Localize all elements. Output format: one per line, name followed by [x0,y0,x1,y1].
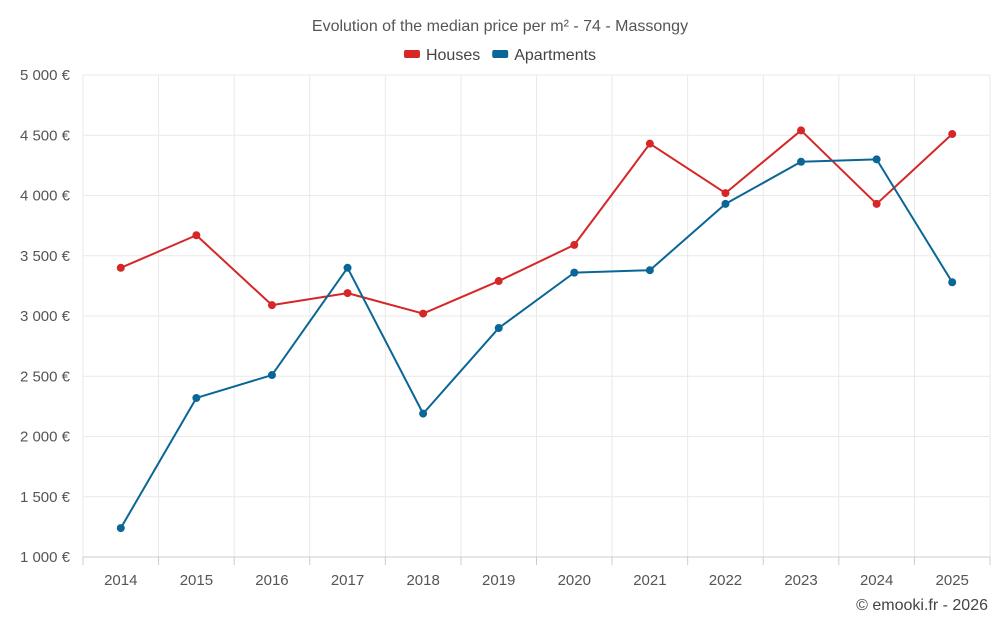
x-tick-label: 2023 [784,572,817,589]
data-point-apartments[interactable] [570,268,579,277]
data-point-apartments[interactable] [116,524,125,533]
y-tick-label: 5 000 € [20,67,71,84]
series-line-houses [120,129,953,315]
x-axis-ticks: 2014 2015 2016 2017 2018 2019 2020 2021 2022 2023… [82,557,991,589]
x-tick-label: 2020 [558,572,591,589]
x-tick-label: 2017 [331,572,364,589]
data-point-apartments[interactable] [721,199,730,208]
data-point-apartments[interactable] [797,157,806,166]
data-point-houses[interactable] [721,189,730,198]
data-point-apartments[interactable] [494,324,503,333]
data-point-houses[interactable] [343,289,352,298]
y-tick-label: 2 500 € [20,368,71,385]
series-line-apartments [119,158,954,529]
data-point-apartments[interactable] [192,393,201,402]
x-tick-label: 2016 [255,572,288,589]
data-point-apartments[interactable] [872,155,881,164]
data-point-houses[interactable] [645,139,654,148]
y-tick-label: 4 500 € [20,127,71,144]
grid [82,74,991,558]
data-point-houses[interactable] [948,130,957,139]
data-point-apartments[interactable] [419,409,428,418]
credit-text: © emooki.fr - 2026 [856,597,988,614]
series-layer [116,126,957,533]
x-tick-label: 2015 [180,572,213,589]
data-point-houses[interactable] [872,199,881,208]
x-tick-label: 2018 [406,572,439,589]
data-point-houses[interactable] [267,301,276,310]
legend-swatch [403,50,420,58]
legend[interactable]: Houses Apartments [403,47,596,64]
x-tick-label: 2025 [936,572,969,589]
x-tick-label: 2022 [709,572,742,589]
legend-swatch [492,50,509,58]
y-tick-label: 3 000 € [20,308,71,325]
series-apartments [116,155,957,533]
series-houses [116,126,957,318]
legend-item-houses[interactable]: Houses [403,47,480,64]
data-point-apartments[interactable] [343,263,352,272]
data-point-houses[interactable] [494,277,503,286]
data-point-apartments[interactable] [645,266,654,275]
y-tick-label: 1 000 € [20,549,71,566]
chart-title: Evolution of the median price per m² - 7… [312,18,688,35]
data-point-apartments[interactable] [948,278,957,287]
y-tick-label: 4 000 € [20,188,71,205]
data-point-houses[interactable] [570,240,579,249]
data-point-houses[interactable] [192,231,201,240]
data-point-houses[interactable] [116,263,125,272]
y-tick-label: 3 500 € [20,248,71,265]
legend-label: Apartments [514,47,596,64]
x-tick-label: 2014 [104,572,137,589]
x-tick-label: 2024 [860,572,893,589]
data-point-apartments[interactable] [267,371,276,380]
y-axis-ticks: 1 000 € 1 500 € 2 000 € 2 500 € 3 000 € 3 500… [20,67,71,566]
y-tick-label: 1 500 € [20,489,71,506]
data-point-houses[interactable] [797,126,806,135]
legend-item-apartments[interactable]: Apartments [492,47,596,64]
x-tick-label: 2019 [482,572,515,589]
legend-label: Houses [426,47,480,64]
y-tick-label: 2 000 € [20,429,71,446]
data-point-houses[interactable] [419,309,428,318]
x-tick-label: 2021 [633,572,666,589]
